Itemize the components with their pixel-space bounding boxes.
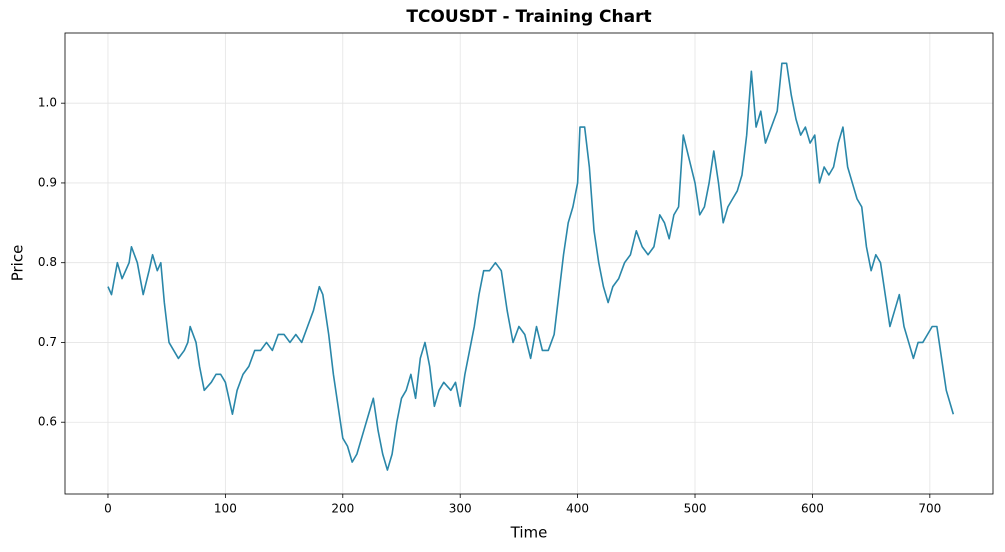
x-tick-label: 600: [801, 502, 824, 516]
y-axis-label: Price: [9, 245, 27, 282]
price-line: [107, 62, 955, 471]
x-tick-label: 400: [566, 502, 589, 516]
x-tick-label: 500: [684, 502, 707, 516]
x-tick-label: 0: [104, 502, 112, 516]
y-tick-label: 1.0: [38, 96, 57, 110]
x-tick-label: 100: [214, 502, 237, 516]
y-tick-label: 0.8: [38, 255, 57, 269]
y-tick-label: 0.6: [38, 415, 57, 429]
x-tick-label: 700: [918, 502, 941, 516]
x-tick-label: 200: [331, 502, 354, 516]
y-tick-label: 0.9: [38, 175, 57, 189]
plot-frame: [64, 32, 994, 495]
y-tick-label: 0.7: [38, 335, 57, 349]
chart-title: TCOUSDT - Training Chart: [406, 7, 651, 27]
x-axis-label: Time: [510, 524, 548, 542]
x-tick-label: 300: [449, 502, 472, 516]
